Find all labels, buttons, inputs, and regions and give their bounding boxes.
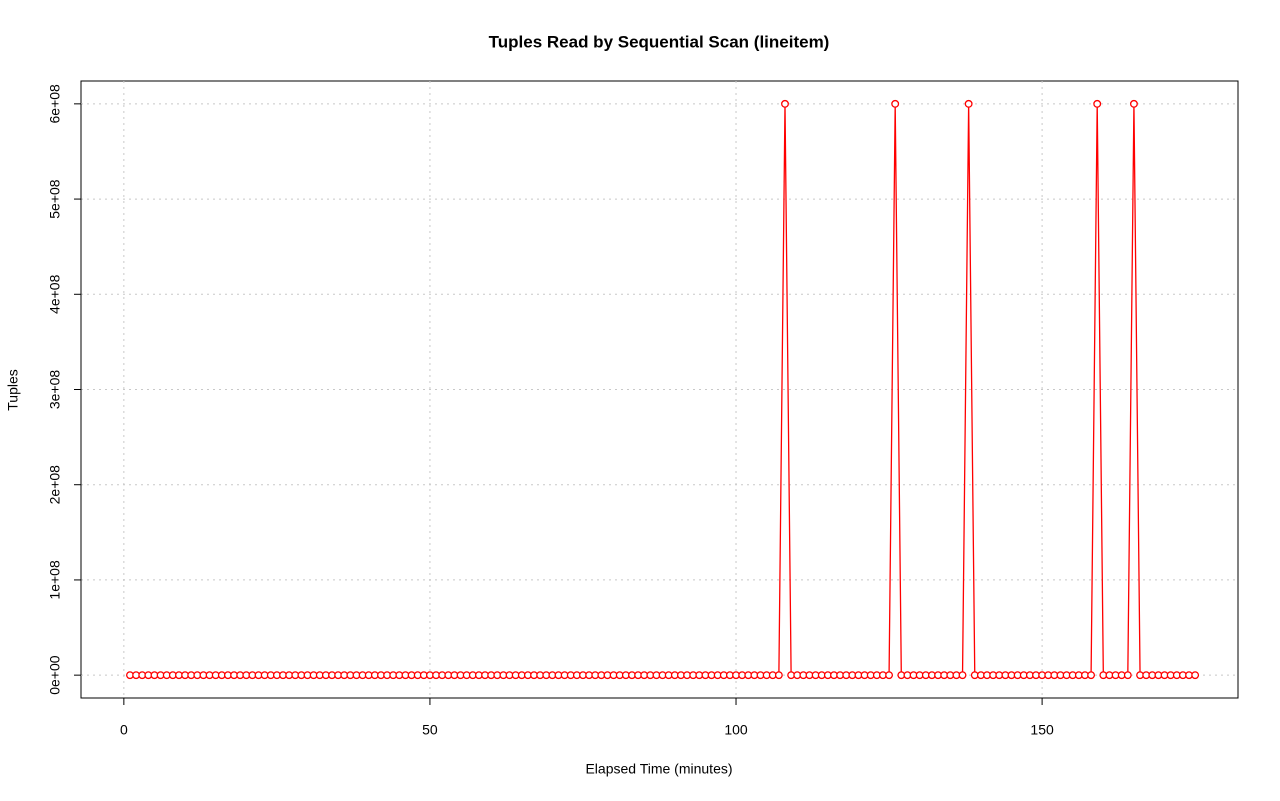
y-tick-label: 5e+08 (47, 179, 63, 219)
y-tick-label: 3e+08 (47, 370, 63, 410)
data-point (1093, 99, 1102, 108)
data-point (1123, 671, 1132, 680)
data-point (1191, 671, 1200, 680)
y-axis-label: Tuples (5, 369, 21, 411)
data-point (958, 671, 967, 680)
y-tick-label: 2e+08 (47, 465, 63, 505)
x-tick-label: 0 (120, 722, 128, 738)
data-point (964, 99, 973, 108)
data-point (1087, 671, 1096, 680)
y-tick-label: 4e+08 (47, 274, 63, 314)
plot-box (80, 80, 1239, 699)
data-point (1129, 99, 1138, 108)
chart-title: Tuples Read by Sequential Scan (lineitem… (489, 32, 830, 51)
x-tick-label: 100 (724, 722, 748, 738)
y-tick-label: 1e+08 (47, 560, 63, 600)
data-point (774, 671, 783, 680)
x-tick-label: 50 (422, 722, 438, 738)
data-point (885, 671, 894, 680)
data-point (891, 99, 900, 108)
y-tick-label: 0e+00 (47, 655, 63, 695)
data-point (781, 99, 789, 108)
y-tick-label: 6e+08 (47, 84, 63, 124)
x-axis-label: Elapsed Time (minutes) (585, 761, 732, 777)
x-tick-label: 150 (1030, 722, 1054, 738)
